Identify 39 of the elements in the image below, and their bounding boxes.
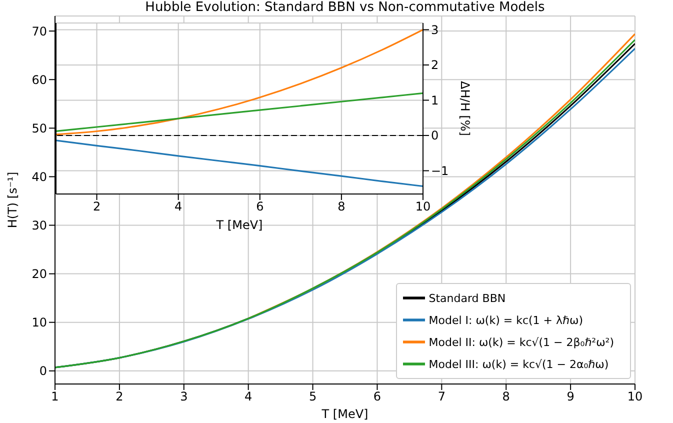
y-tick-label: 20	[32, 267, 47, 282]
legend-label: Model II: ω(k) = kc√(1 − 2β₀ℏ²ω²)	[428, 336, 614, 350]
x-tick-label: 4	[174, 200, 182, 214]
x-tick-label: 10	[415, 200, 431, 214]
x-tick-label: 8	[502, 390, 510, 404]
y-axis-title: H(T) [s⁻¹]	[5, 172, 20, 228]
y2-tick-label: 0	[431, 128, 439, 143]
x-tick-label: 2	[116, 390, 124, 404]
x-tick-label: 8	[338, 200, 346, 214]
y2-tick-label: 2	[431, 58, 439, 72]
y2-tick-label: 1	[431, 93, 439, 108]
x-tick-label: 2	[92, 200, 101, 214]
legend-label: Model I: ω(k) = kc(1 + λℏω)	[428, 314, 583, 328]
x-axis-title: T [MeV]	[320, 407, 368, 421]
x-tick-label: 9	[566, 390, 574, 404]
line-series	[56, 92, 423, 132]
y-tick-label: 30	[32, 218, 47, 233]
x-tick-label: 6	[256, 200, 264, 214]
y-tick-label: 40	[32, 170, 47, 184]
y-tick-label: 10	[32, 316, 47, 330]
y-tick-label: 70	[32, 24, 47, 38]
y-tick-label: 0	[39, 364, 47, 378]
x-tick-label: 10	[627, 390, 643, 404]
y2-tick-label: −1	[431, 164, 449, 178]
y2-axis-title: ΔH/H [%]	[458, 81, 472, 136]
x-axis-title: T [MeV]	[215, 218, 263, 232]
x-tick-label: 7	[438, 390, 446, 404]
legend-label: Model III: ω(k) = kc√(1 − 2α₀ℏω)	[428, 358, 609, 372]
x-tick-label: 3	[180, 390, 188, 404]
x-tick-label: 5	[308, 390, 317, 404]
x-tick-label: 6	[373, 390, 382, 404]
y-tick-label: 60	[32, 72, 47, 87]
x-tick-label: 4	[244, 390, 252, 404]
chart-title: Hubble Evolution: Standard BBN vs Non-commutative Models	[144, 0, 546, 16]
y-tick-label: 50	[32, 121, 47, 136]
legend-label: Standard BBN	[428, 292, 506, 306]
y2-tick-label: 3	[431, 22, 439, 37]
line-series	[56, 140, 423, 188]
x-tick-label: 1	[51, 390, 59, 404]
